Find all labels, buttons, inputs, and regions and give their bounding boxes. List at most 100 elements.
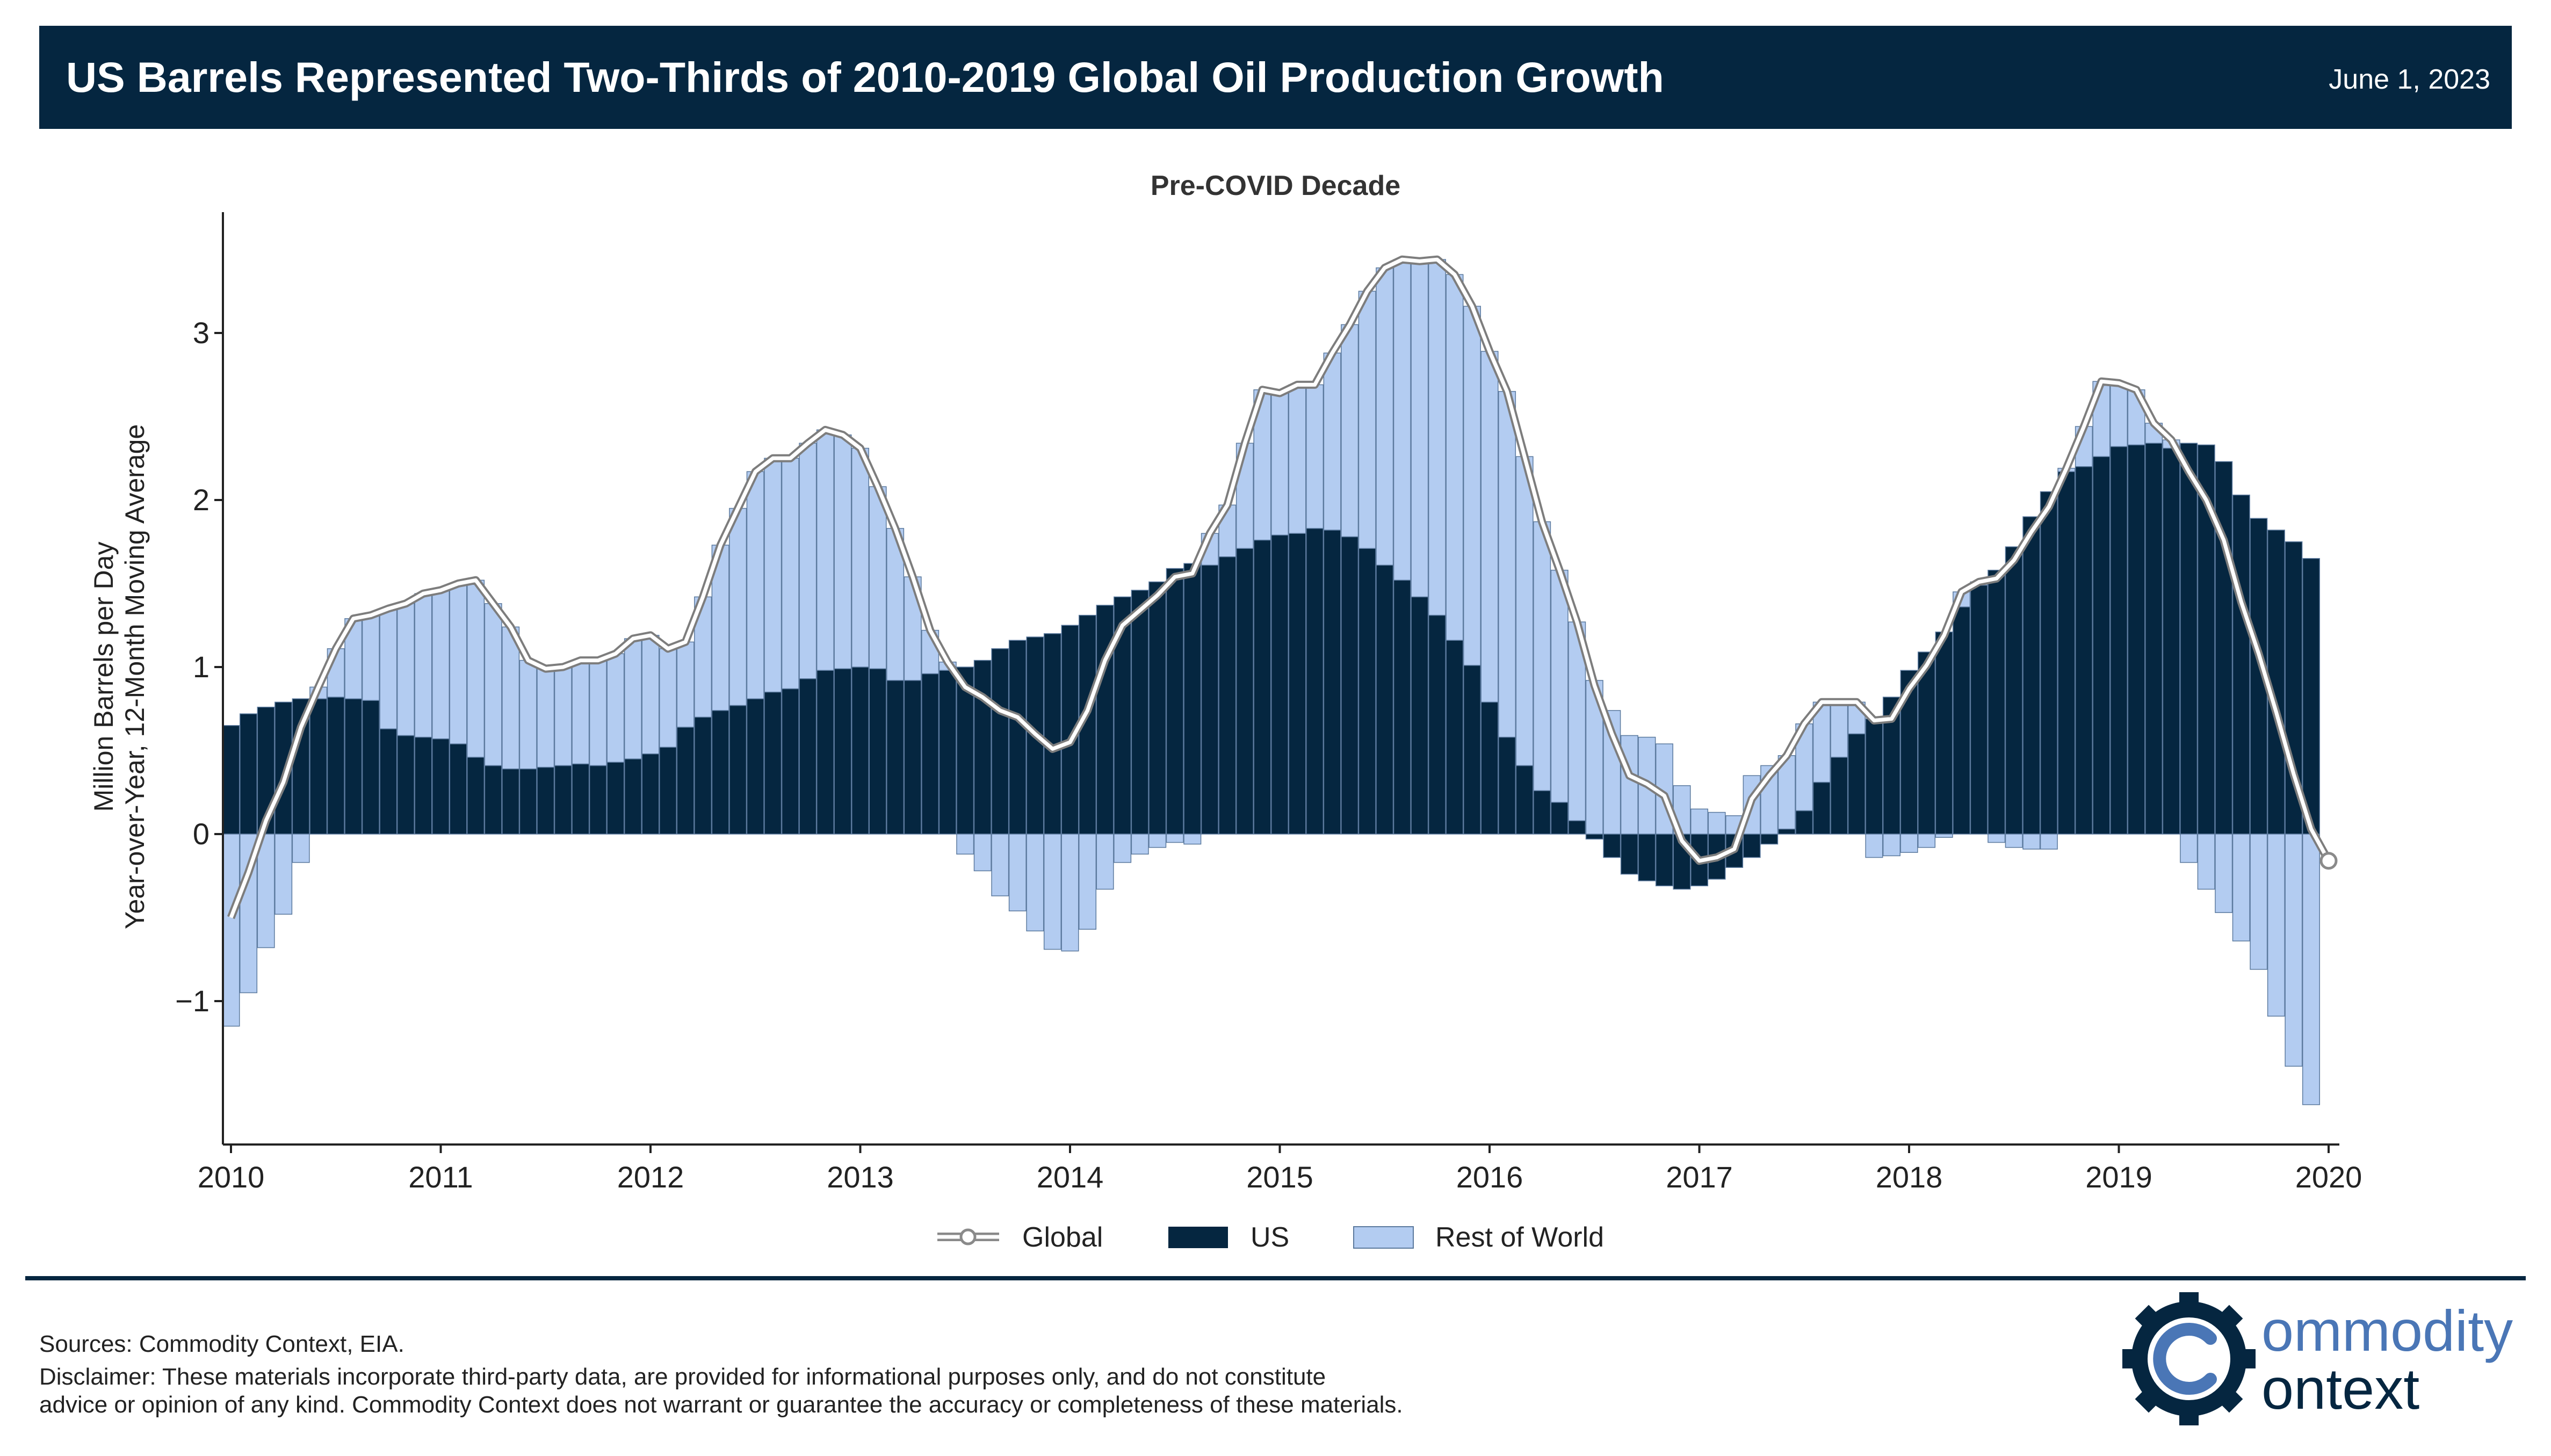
bar-rest-of-world bbox=[729, 508, 747, 706]
bar-us bbox=[1638, 834, 1656, 881]
bar-us bbox=[659, 747, 677, 835]
bar-rest-of-world bbox=[1568, 621, 1586, 821]
bar-us bbox=[1376, 564, 1394, 835]
x-tick-label: 2018 bbox=[1876, 1160, 1943, 1194]
bar-us bbox=[1131, 590, 1149, 835]
legend-label-rest-of-world: Rest of World bbox=[1435, 1222, 1604, 1253]
legend-item-us: US bbox=[1168, 1222, 1289, 1253]
bar-rest-of-world bbox=[1428, 259, 1446, 616]
bar-rest-of-world bbox=[2232, 834, 2250, 941]
bar-us bbox=[222, 725, 240, 835]
bar-rest-of-world bbox=[292, 834, 310, 863]
bar-rest-of-world bbox=[1341, 324, 1359, 538]
bar-rest-of-world bbox=[1306, 384, 1324, 529]
bar-us bbox=[1043, 633, 1061, 835]
bar-rest-of-world bbox=[1376, 267, 1394, 566]
legend-label-us: US bbox=[1251, 1222, 1289, 1253]
bar-rest-of-world bbox=[1533, 521, 1551, 791]
chart-subtitle: Pre-COVID Decade bbox=[1150, 170, 1401, 201]
bar-us bbox=[1655, 834, 1673, 887]
bar-us bbox=[362, 700, 380, 835]
bar-us bbox=[379, 728, 398, 835]
bar-us bbox=[327, 697, 345, 835]
bar-us bbox=[921, 673, 940, 835]
legend: Global US Rest of World bbox=[937, 1222, 1604, 1253]
bar-us bbox=[1323, 530, 1341, 835]
bar-us bbox=[1620, 834, 1638, 875]
bar-rest-of-world bbox=[1690, 808, 1709, 835]
x-tick-label: 2012 bbox=[617, 1160, 684, 1194]
bar-rest-of-world bbox=[1865, 834, 1883, 858]
bar-rest-of-world bbox=[554, 667, 572, 766]
bar-rest-of-world bbox=[537, 667, 555, 768]
legend-swatch-rest-of-world bbox=[1353, 1226, 1414, 1249]
bar-rest-of-world bbox=[1131, 834, 1149, 855]
chart-plot: 3 2 1 0 −1 2010 2011 2012 2013 2014 2015 2016 2017 20… bbox=[89, 212, 2362, 1253]
bar-us bbox=[1411, 596, 1429, 835]
legend-item-global: Global bbox=[937, 1222, 1103, 1253]
bar-us bbox=[1480, 701, 1499, 835]
y-tick-label: 2 bbox=[193, 483, 209, 517]
bar-rest-of-world bbox=[624, 638, 642, 759]
bar-rest-of-world bbox=[1515, 456, 1534, 766]
footer-divider bbox=[25, 1276, 2526, 1280]
bar-rest-of-world bbox=[2215, 834, 2233, 913]
bar-us bbox=[676, 727, 695, 835]
logo-word-context: ontext bbox=[2261, 1356, 2420, 1421]
publish-date: June 1, 2023 bbox=[2329, 64, 2490, 95]
commodity-context-logo: ommodity ontext bbox=[2122, 1286, 2513, 1431]
bar-us bbox=[554, 765, 572, 835]
bar-rest-of-world bbox=[676, 641, 695, 728]
disclaimer-line-2: advice or opinion of any kind. Commodity… bbox=[39, 1392, 1403, 1418]
sources-note: Sources: Commodity Context, EIA. bbox=[39, 1331, 404, 1357]
bar-us bbox=[344, 698, 363, 835]
bar-us bbox=[624, 758, 642, 835]
bar-us bbox=[781, 688, 799, 835]
bar-us bbox=[1900, 670, 1918, 835]
bar-us bbox=[2040, 491, 2058, 835]
bar-rest-of-world bbox=[1323, 352, 1341, 531]
bar-rest-of-world bbox=[1935, 834, 1953, 838]
bar-rest-of-world bbox=[431, 590, 450, 740]
bar-us bbox=[834, 668, 852, 835]
bar-us bbox=[799, 678, 817, 835]
bar-rest-of-world bbox=[1918, 834, 1936, 848]
bar-rest-of-world bbox=[2040, 834, 2058, 850]
bar-rest-of-world bbox=[502, 626, 520, 770]
bar-rest-of-world bbox=[2197, 834, 2215, 890]
bar-rest-of-world bbox=[956, 834, 974, 855]
bar-us bbox=[2109, 446, 2128, 835]
bar-us bbox=[1568, 820, 1586, 835]
bar-us bbox=[1830, 757, 1848, 835]
bar-rest-of-world bbox=[1900, 834, 1918, 853]
bar-rest-of-world bbox=[2022, 834, 2041, 850]
bar-us bbox=[1183, 563, 1202, 835]
bar-rest-of-world bbox=[1620, 735, 1638, 835]
bar-us bbox=[938, 670, 957, 835]
bar-us bbox=[2302, 558, 2320, 835]
x-tick-label: 2011 bbox=[408, 1160, 473, 1194]
bar-us bbox=[309, 698, 328, 835]
bar-us bbox=[2232, 494, 2250, 835]
bar-rest-of-world bbox=[396, 603, 415, 736]
bar-rest-of-world bbox=[1288, 384, 1306, 534]
bar-us bbox=[711, 710, 729, 835]
bar-us bbox=[1008, 640, 1027, 835]
bar-rest-of-world bbox=[781, 458, 799, 690]
bar-rest-of-world bbox=[449, 583, 467, 744]
bar-us bbox=[431, 738, 450, 835]
bar-us bbox=[1603, 834, 1621, 858]
bar-us bbox=[991, 648, 1009, 835]
bar-rest-of-world bbox=[2285, 834, 2303, 1067]
bar-rest-of-world bbox=[1096, 834, 1114, 890]
bar-rest-of-world bbox=[1270, 393, 1289, 536]
x-tick-label: 2016 bbox=[1456, 1160, 1523, 1194]
bar-us bbox=[886, 680, 905, 835]
bar-us bbox=[537, 766, 555, 835]
bar-rest-of-world bbox=[222, 834, 240, 1027]
bar-rest-of-world bbox=[991, 834, 1009, 896]
bar-us bbox=[2162, 447, 2180, 835]
global-endpoint-marker bbox=[2319, 852, 2338, 870]
y-axis-label-line: Million Barrels per Day bbox=[89, 542, 119, 812]
bar-us bbox=[1585, 834, 1603, 840]
